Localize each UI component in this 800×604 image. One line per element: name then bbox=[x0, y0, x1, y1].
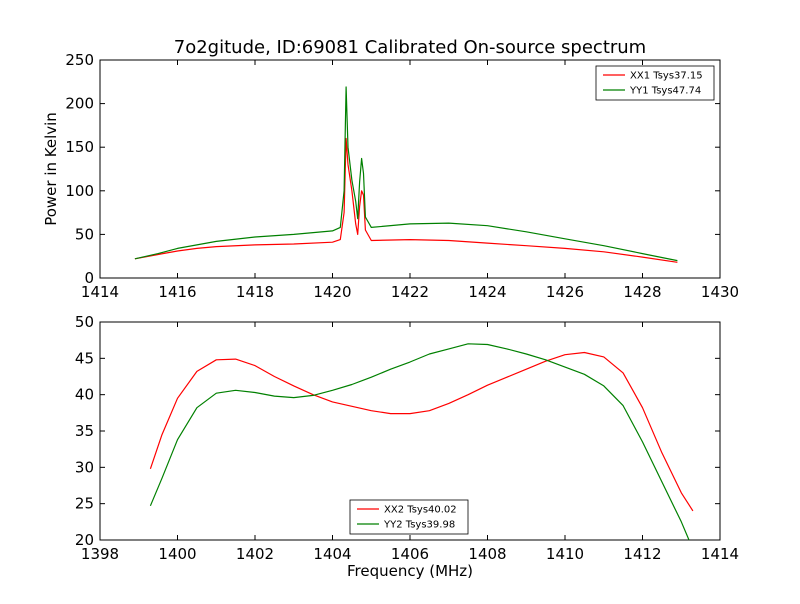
series-line-yy1 bbox=[134, 86, 678, 262]
top-y-tick-label: 0 bbox=[84, 269, 94, 287]
bottom-y-tick-label: 20 bbox=[75, 531, 94, 549]
top-x-tick-label: 1420 bbox=[313, 283, 351, 301]
top-x-tick-label: 1416 bbox=[158, 283, 196, 301]
legend-label-yy1: YY1 Tsys47.74 bbox=[629, 86, 701, 97]
bottom-x-tick-label: 1398 bbox=[81, 545, 119, 563]
top-panel: 1414 1416 1418 1420 1422 1424 1426 1428 1430 0 50 1… bbox=[42, 51, 739, 301]
bottom-panel: 1398 1400 1402 1404 1406 1408 1410 1412 1414 20 25… bbox=[75, 313, 739, 580]
bottom-legend: XX2 Tsys40.02 YY2 Tsys39.98 bbox=[349, 499, 469, 535]
legend-label-yy2: YY2 Tsys39.98 bbox=[383, 520, 455, 531]
bottom-y-tick-label: 40 bbox=[75, 386, 94, 404]
bottom-x-axis-label: Frequency (MHz) bbox=[347, 562, 473, 580]
bottom-x-tick-label: 1412 bbox=[623, 545, 661, 563]
chart-title: 7o2gitude, ID:69081 Calibrated On-source… bbox=[174, 37, 646, 58]
bottom-x-tick-label: 1414 bbox=[701, 545, 739, 563]
top-y-tick-label: 150 bbox=[65, 138, 94, 156]
top-series bbox=[134, 86, 678, 263]
bottom-series bbox=[149, 343, 694, 541]
bottom-x-tick-label: 1402 bbox=[236, 545, 274, 563]
top-x-tick-label: 1428 bbox=[623, 283, 661, 301]
bottom-y-tick-label: 45 bbox=[75, 349, 94, 367]
top-x-tick-label: 1430 bbox=[701, 283, 739, 301]
series-line-yy2 bbox=[149, 343, 690, 541]
bottom-x-tick-label: 1400 bbox=[158, 545, 196, 563]
top-ticks: 1414 1416 1418 1420 1422 1424 1426 1428 1430 0 50 1… bbox=[65, 51, 739, 301]
bottom-ticks: 1398 1400 1402 1404 1406 1408 1410 1412 1414 20 25… bbox=[75, 313, 739, 563]
top-legend-box bbox=[595, 65, 715, 101]
top-y-tick-label: 200 bbox=[65, 95, 94, 113]
top-x-tick-label: 1424 bbox=[468, 283, 506, 301]
top-x-tick-label: 1414 bbox=[81, 283, 119, 301]
legend-label-xx2: XX2 Tsys40.02 bbox=[384, 505, 457, 516]
bottom-y-tick-label: 25 bbox=[75, 495, 94, 513]
top-y-tick-label: 50 bbox=[75, 225, 94, 243]
series-line-xx2 bbox=[149, 351, 694, 512]
bottom-y-tick-label: 50 bbox=[75, 313, 94, 331]
bottom-x-tick-label: 1408 bbox=[468, 545, 506, 563]
bottom-y-tick-label: 30 bbox=[75, 458, 94, 476]
series-line-xx1 bbox=[134, 137, 678, 263]
bottom-legend-box bbox=[349, 499, 469, 535]
legend-label-xx1: XX1 Tsys37.15 bbox=[630, 71, 703, 82]
top-x-tick-label: 1426 bbox=[546, 283, 584, 301]
top-x-tick-label: 1418 bbox=[236, 283, 274, 301]
bottom-x-tick-label: 1406 bbox=[391, 545, 429, 563]
bottom-x-tick-label: 1404 bbox=[313, 545, 351, 563]
bottom-y-tick-label: 35 bbox=[75, 422, 94, 440]
top-y-tick-label: 250 bbox=[65, 51, 94, 69]
top-y-tick-label: 100 bbox=[65, 182, 94, 200]
top-legend: XX1 Tsys37.15 YY1 Tsys47.74 bbox=[595, 65, 715, 101]
top-y-axis-label: Power in Kelvin bbox=[42, 112, 60, 226]
top-x-tick-label: 1422 bbox=[391, 283, 429, 301]
bottom-x-tick-label: 1410 bbox=[546, 545, 584, 563]
